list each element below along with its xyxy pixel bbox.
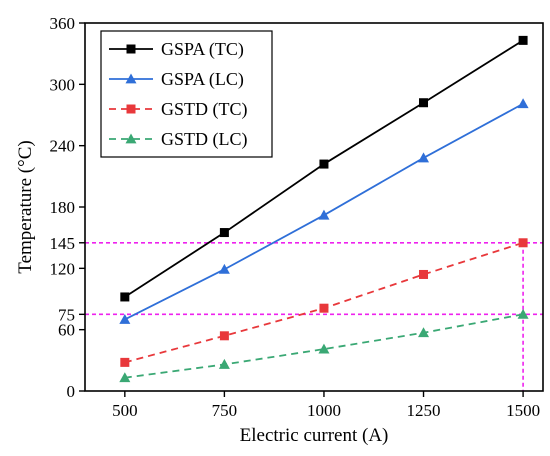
x-tick-label: 750 — [212, 401, 238, 420]
x-tick-label: 1250 — [407, 401, 441, 420]
y-tick-label: 360 — [50, 14, 76, 33]
x-tick-label: 500 — [112, 401, 138, 420]
data-point — [419, 98, 429, 108]
data-point — [418, 152, 430, 163]
legend-label: GSTD (LC) — [161, 129, 248, 150]
y-tick-label: 180 — [50, 198, 76, 217]
legend: GSPA (TC) GSPA (LC) GSTD (TC) GSTD (LC) — [100, 30, 273, 158]
y-tick-label: 120 — [50, 259, 76, 278]
data-point — [120, 292, 130, 302]
legend-label: GSPA (LC) — [161, 69, 244, 90]
legend-item: GSPA (TC) — [109, 39, 244, 60]
y-tick-label: 0 — [67, 382, 76, 401]
legend-item: GSTD (TC) — [109, 99, 248, 120]
series-3 — [120, 238, 528, 367]
series-4 — [119, 308, 529, 383]
y-tick-label: 300 — [50, 75, 76, 94]
data-point — [119, 372, 131, 383]
y-axis-title: Temperature (°C) — [15, 140, 36, 273]
data-point — [517, 98, 529, 109]
reference-lines — [85, 241, 543, 391]
data-point — [319, 303, 329, 313]
legend-marker — [126, 104, 136, 114]
series-2 — [119, 98, 529, 324]
x-axis-title: Electric current (A) — [240, 425, 389, 446]
legend-label: GSPA (TC) — [161, 39, 244, 60]
y-tick-label: 75 — [58, 305, 75, 324]
series-line — [124, 313, 524, 379]
data-point — [318, 343, 330, 354]
x-tick-label: 1500 — [506, 401, 540, 420]
series-layer — [119, 35, 529, 383]
data-point — [318, 209, 330, 220]
y-tick-label: 145 — [50, 234, 76, 253]
data-point — [418, 327, 430, 338]
data-point — [219, 331, 229, 341]
x-tick-label: 1000 — [307, 401, 341, 420]
legend-marker — [125, 133, 137, 144]
legend-label: GSTD (TC) — [161, 99, 248, 120]
legend-item: GSTD (LC) — [109, 129, 248, 150]
data-point — [120, 357, 130, 367]
data-point — [517, 308, 529, 319]
legend-item: GSPA (LC) — [109, 69, 244, 90]
legend-marker — [126, 44, 136, 54]
series-1 — [120, 35, 528, 302]
y-tick-label: 240 — [50, 137, 76, 156]
data-point — [319, 159, 329, 169]
legend-marker — [125, 73, 137, 84]
data-point — [119, 313, 131, 324]
data-point — [518, 35, 528, 45]
data-point — [518, 238, 528, 248]
data-point — [219, 228, 229, 238]
y-tick-label: 60 — [58, 321, 75, 340]
data-point — [419, 269, 429, 279]
data-point — [218, 358, 230, 369]
data-point — [218, 263, 230, 274]
